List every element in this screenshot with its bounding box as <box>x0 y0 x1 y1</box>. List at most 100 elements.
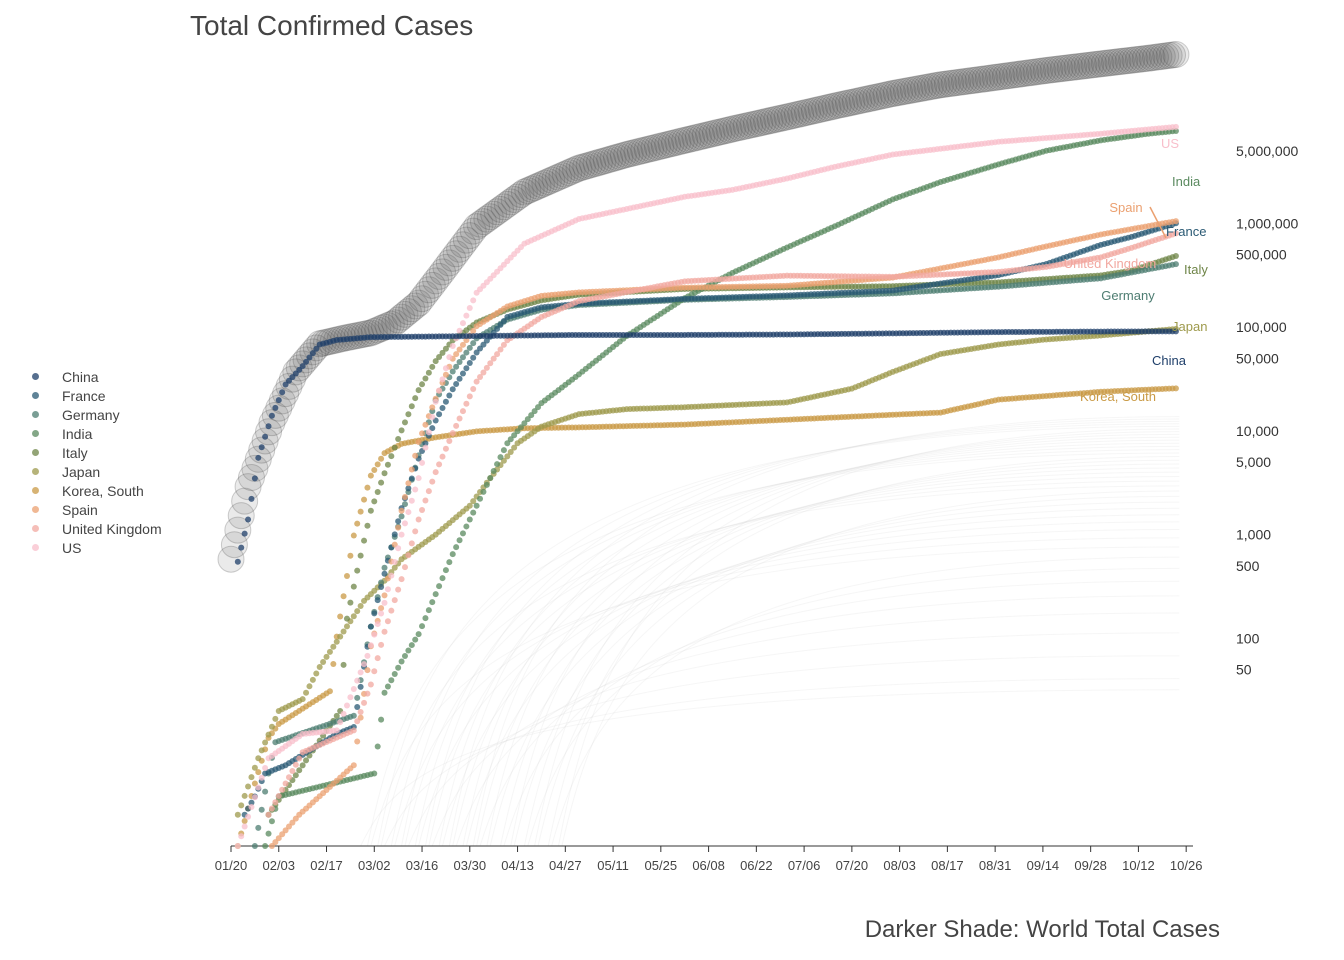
world-point <box>1124 45 1152 73</box>
data-point <box>303 689 310 696</box>
data-point <box>374 621 381 628</box>
world-point <box>899 76 927 104</box>
data-point <box>405 647 412 654</box>
data-point <box>446 437 453 444</box>
data-point <box>378 579 385 586</box>
data-point <box>248 495 255 502</box>
world-point <box>889 78 917 106</box>
data-point <box>378 479 385 486</box>
data-point <box>470 498 477 505</box>
legend-item: China <box>30 367 162 386</box>
data-point <box>442 567 449 574</box>
data-point <box>350 613 357 620</box>
world-point <box>1029 57 1057 85</box>
data-point <box>374 743 381 750</box>
end-label-korea-south: Korea, South <box>1080 389 1156 404</box>
data-point <box>453 363 460 370</box>
world-point <box>732 112 760 140</box>
data-point <box>456 346 463 353</box>
world-point <box>1002 61 1030 89</box>
data-point <box>258 747 265 754</box>
world-point <box>637 135 665 163</box>
legend-swatch <box>32 449 39 456</box>
data-point <box>255 824 262 831</box>
data-point <box>279 831 286 838</box>
data-point <box>459 320 466 327</box>
data-point <box>398 427 405 434</box>
data-point <box>303 757 310 764</box>
data-point <box>477 495 484 502</box>
world-point <box>422 267 450 295</box>
background-trace <box>366 452 1180 847</box>
world-point <box>695 121 723 149</box>
world-point <box>998 61 1026 89</box>
data-point <box>306 683 313 690</box>
data-point <box>255 755 262 762</box>
world-point <box>766 104 794 132</box>
world-point <box>831 90 859 118</box>
world-point <box>794 98 822 126</box>
world-point <box>1066 52 1094 80</box>
data-point <box>459 370 466 377</box>
world-point <box>1159 41 1187 69</box>
world-point <box>671 126 699 154</box>
world-point <box>961 66 989 94</box>
data-point <box>371 631 378 638</box>
world-point <box>971 65 999 93</box>
data-point <box>531 408 538 415</box>
data-point <box>398 513 405 520</box>
data-point <box>425 429 432 436</box>
data-point <box>361 661 368 668</box>
world-point <box>1141 43 1169 71</box>
background-trace <box>537 495 1180 847</box>
world-point <box>852 85 880 113</box>
world-point <box>463 213 491 241</box>
end-label-spain: Spain <box>1109 200 1142 215</box>
background-trace <box>380 485 1180 847</box>
data-point <box>432 591 439 598</box>
world-point <box>790 99 818 127</box>
world-point <box>1155 41 1183 69</box>
world-point <box>1101 48 1129 76</box>
data-point <box>442 345 449 352</box>
data-point <box>483 481 490 488</box>
world-point <box>712 117 740 145</box>
data-point <box>258 444 265 451</box>
data-point <box>439 404 446 411</box>
background-trace <box>472 416 1180 847</box>
data-point <box>378 610 385 617</box>
world-point <box>1056 54 1084 82</box>
data-point <box>408 497 415 504</box>
world-point <box>568 153 596 181</box>
data-point <box>350 712 357 719</box>
data-point <box>429 363 436 370</box>
legend-swatch <box>32 544 39 551</box>
world-point <box>562 156 590 184</box>
data-point <box>1172 218 1179 225</box>
data-point <box>361 537 368 544</box>
data-point <box>497 346 504 353</box>
world-point <box>797 97 825 125</box>
world-point <box>623 138 651 166</box>
x-tick-label: 05/11 <box>597 858 629 873</box>
data-point <box>439 575 446 582</box>
data-point <box>470 509 477 516</box>
data-point <box>415 516 422 523</box>
data-point <box>255 769 262 776</box>
data-point <box>320 658 327 665</box>
background-trace <box>476 467 1180 847</box>
data-point <box>347 599 354 606</box>
world-point <box>869 82 897 110</box>
background-trace <box>500 463 1180 847</box>
world-point <box>435 249 463 277</box>
world-point <box>1049 54 1077 82</box>
data-point <box>497 321 504 328</box>
world-point <box>1077 51 1105 79</box>
data-point <box>255 454 262 461</box>
background-trace <box>401 423 1180 847</box>
background-trace <box>390 449 1180 847</box>
data-point <box>340 710 347 717</box>
data-point <box>1172 261 1179 268</box>
world-point <box>722 114 750 142</box>
background-trace <box>455 612 1180 847</box>
